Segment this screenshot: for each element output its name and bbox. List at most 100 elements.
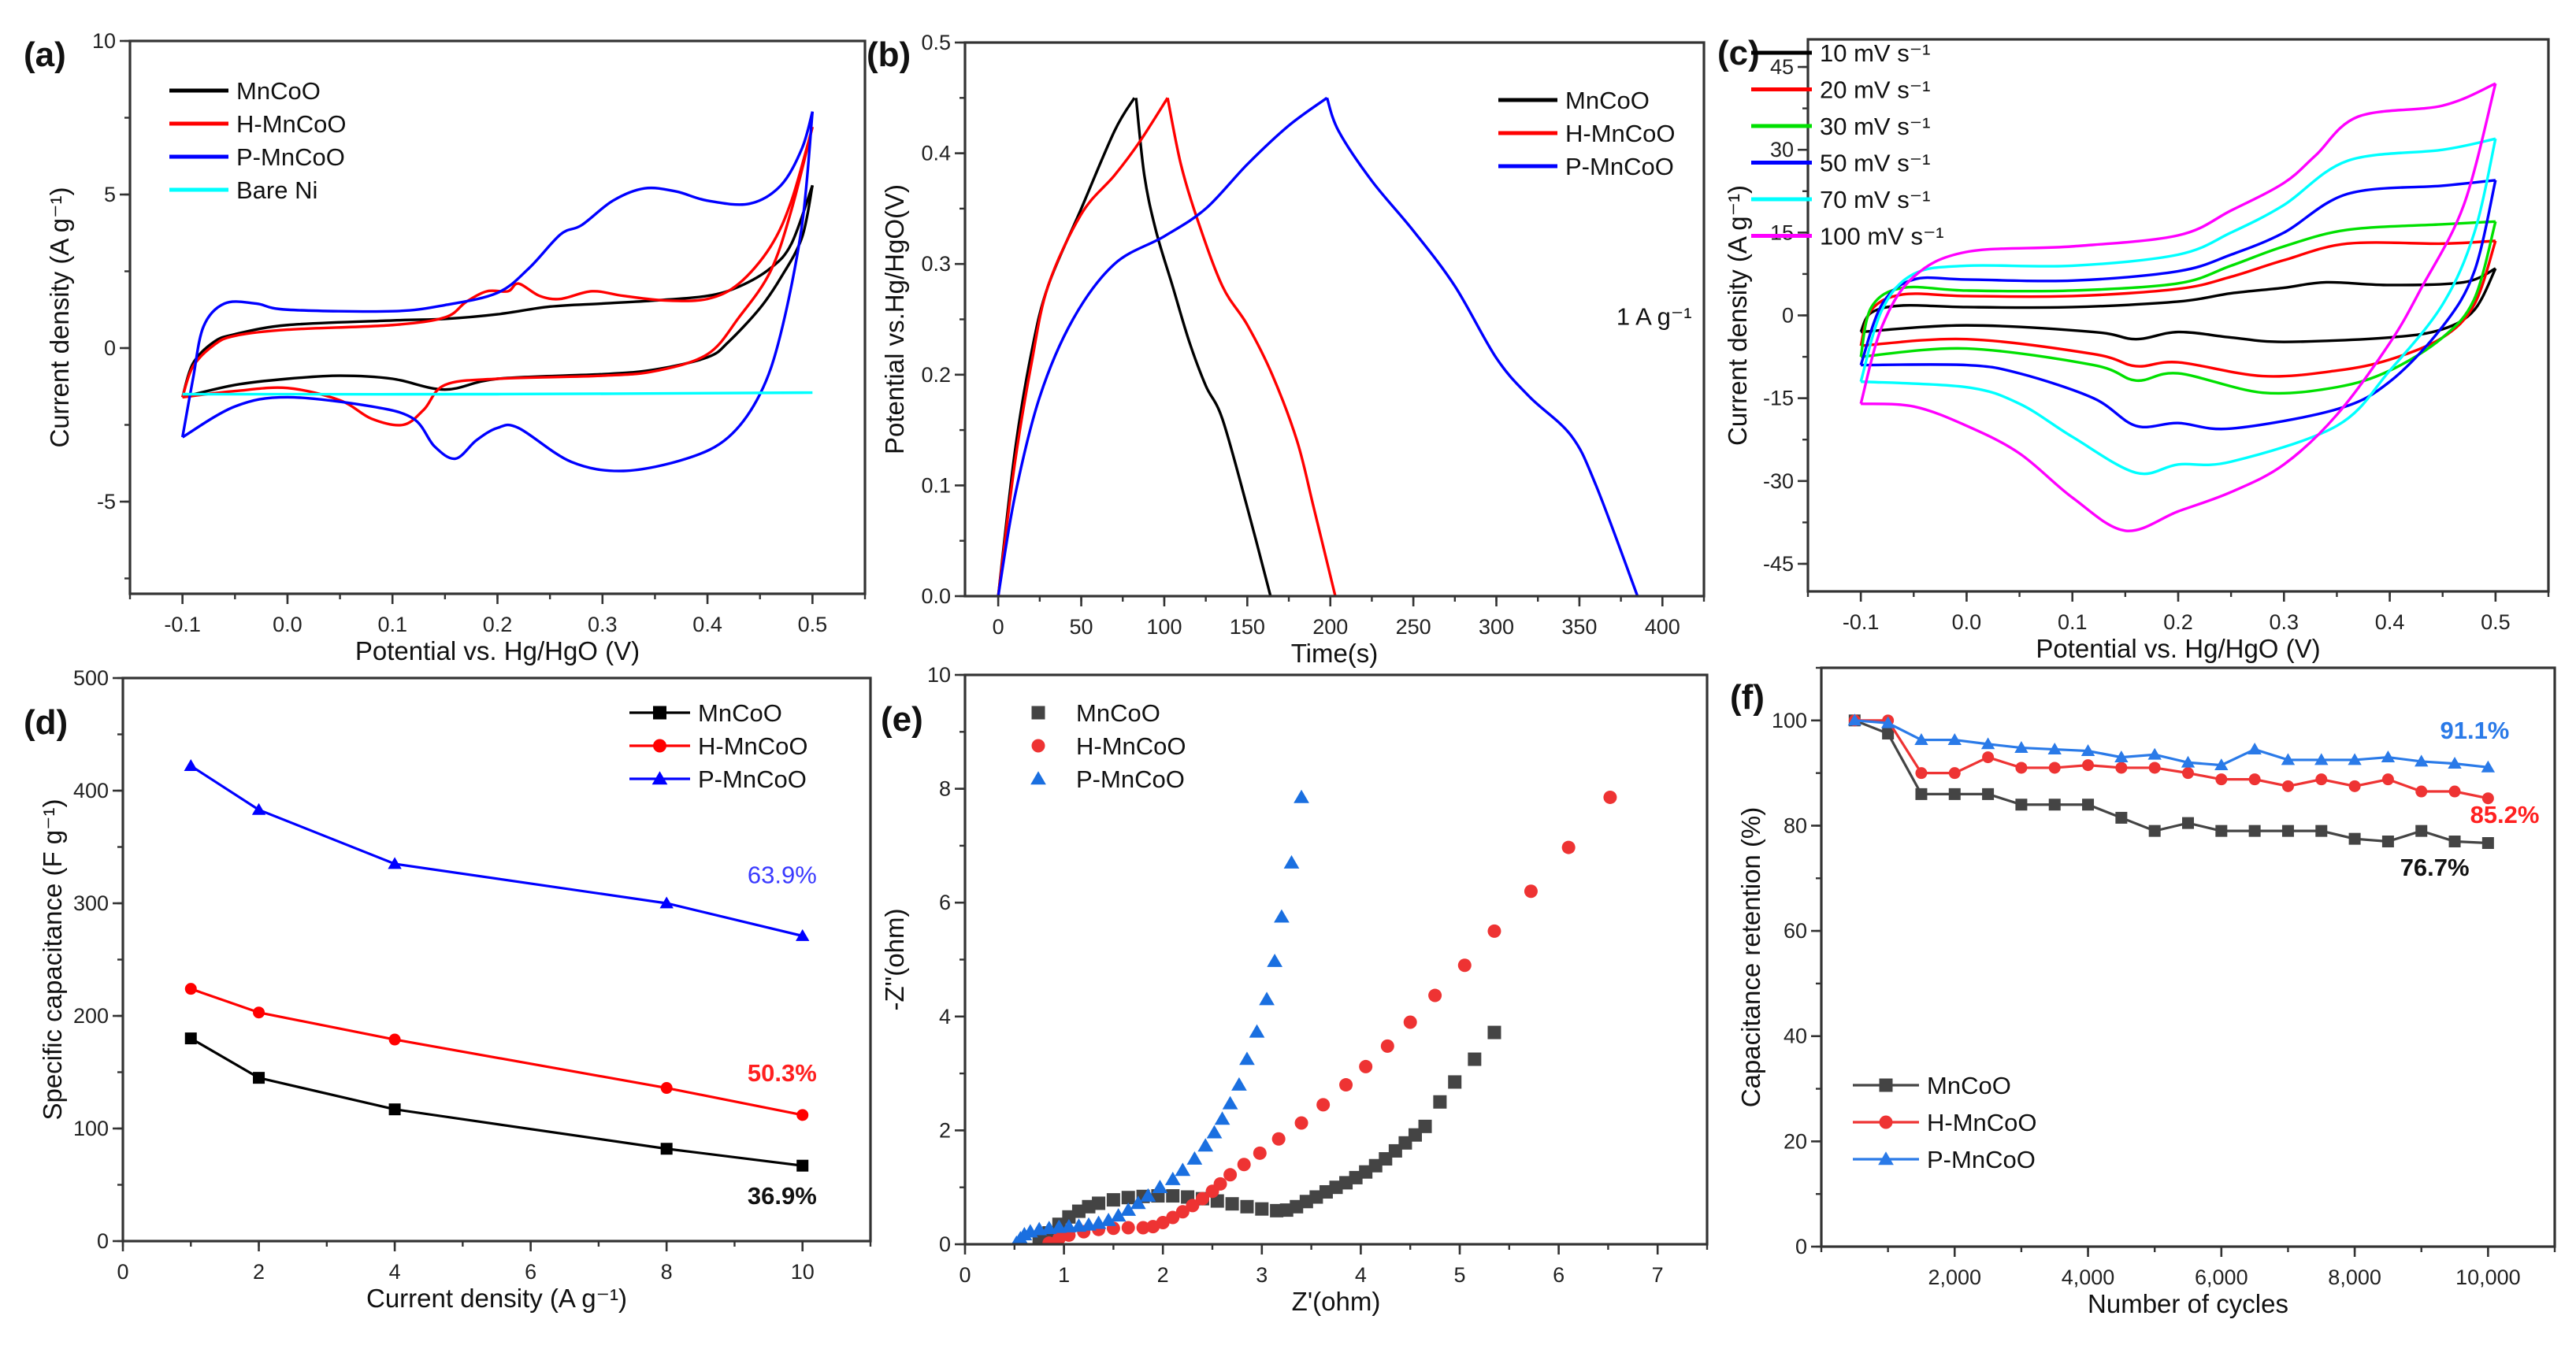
- y-tick-label: 200: [73, 1004, 109, 1028]
- data-point: [1175, 1162, 1191, 1177]
- y-tick-label: 10: [92, 29, 116, 53]
- legend-item: 10 mV s⁻¹: [1751, 39, 1930, 67]
- x-tick-label: 0.1: [377, 613, 407, 636]
- axis-ticks: 0 50 100 150 200 250 300 350 400 0.0 0.1 0.2 0.3 0.4 0…: [921, 31, 1706, 639]
- data-point: [2481, 760, 2496, 773]
- legend-marker: [1878, 1151, 1894, 1166]
- legend-item: H-MnCoO: [1498, 120, 1676, 147]
- x-tick-label: 0.4: [2375, 610, 2405, 634]
- data-point: [2281, 780, 2294, 792]
- legend-label: P-MnCoO: [698, 765, 807, 793]
- x-tick-label: 4: [389, 1260, 401, 1284]
- data-point: [1882, 728, 1895, 740]
- data-point: [1982, 788, 1995, 800]
- x-tick-label: 0.1: [2058, 610, 2088, 634]
- annotation: 1 A g⁻¹: [1616, 303, 1692, 331]
- x-tick-label: -0.1: [164, 613, 201, 636]
- data-point: [2147, 747, 2162, 760]
- series-p-mncoo: [184, 758, 810, 941]
- x-tick-label: 8: [661, 1260, 673, 1284]
- series-line: [1859, 239, 2496, 347]
- series-mncoo: [184, 1032, 809, 1172]
- data-point: [1152, 1180, 1168, 1193]
- series-line: [190, 988, 804, 1117]
- y-tick-label: 0.5: [921, 31, 951, 54]
- legend-label: H-MnCoO: [1076, 732, 1186, 760]
- data-point: [2115, 762, 2128, 774]
- y-axis-label: Specific capacitance (F g⁻¹): [38, 799, 67, 1120]
- y-tick-label: 8: [939, 777, 951, 801]
- data-point: [2415, 754, 2429, 767]
- legend-item: P-MnCoO: [1498, 153, 1674, 180]
- x-tick-label: 6,000: [2195, 1266, 2248, 1289]
- x-tick-label: 300: [1479, 615, 1514, 639]
- plot-area: [184, 758, 810, 1172]
- annotation: 63.9%: [748, 861, 817, 888]
- data-point: [2114, 750, 2129, 763]
- data-point: [2281, 753, 2296, 765]
- legend-label: P-MnCoO: [1565, 153, 1674, 180]
- data-point: [2481, 837, 2494, 850]
- series-line: [1861, 240, 2497, 378]
- panel-label: (a): [24, 35, 66, 74]
- chart-panel-f: 2,000 4,000 6,000 8,000 10,000 0 20 40 60 80 100 Nu…: [1730, 666, 2556, 1318]
- x-tick-label: 250: [1396, 615, 1431, 639]
- data-point: [1267, 953, 1282, 967]
- data-point: [2248, 773, 2261, 786]
- series-line: [181, 111, 815, 473]
- data-point: [1403, 1015, 1417, 1029]
- data-point: [251, 802, 266, 815]
- data-point: [1206, 1125, 1223, 1139]
- data-point: [1223, 1168, 1238, 1182]
- data-point: [2182, 767, 2194, 780]
- plot-area: [1847, 713, 2496, 850]
- y-tick-label: 0: [939, 1232, 951, 1256]
- data-point: [388, 1103, 401, 1116]
- legend-item: P-MnCoO: [1853, 1146, 2036, 1173]
- series-p-mncoo: [997, 96, 1639, 596]
- series-line: [180, 111, 814, 438]
- legend-label: H-MnCoO: [698, 732, 808, 760]
- y-tick-label: 100: [1772, 709, 1807, 732]
- legend-marker: [653, 706, 666, 720]
- x-tick-label: 5: [1453, 1263, 1465, 1287]
- data-point: [1156, 1216, 1170, 1230]
- series-20-mv-s-: [1859, 239, 2497, 378]
- data-point: [2148, 762, 2161, 774]
- y-tick-label: -30: [1763, 469, 1794, 493]
- panel-label: (d): [24, 703, 68, 742]
- data-point: [1164, 1171, 1181, 1185]
- series-h-mncoo: [997, 97, 1337, 596]
- data-point: [1092, 1196, 1106, 1210]
- x-tick-label: 200: [1312, 615, 1348, 639]
- legend-label: 30 mV s⁻¹: [1820, 113, 1930, 140]
- data-point: [2348, 832, 2361, 845]
- data-point: [1140, 1188, 1156, 1202]
- legend-item: H-MnCoO: [1853, 1109, 2037, 1136]
- data-point: [2015, 799, 2028, 811]
- y-axis-label: Potential vs.Hg/HgO(V): [880, 184, 909, 454]
- data-point: [1271, 1132, 1286, 1146]
- data-point: [2014, 741, 2029, 753]
- data-point: [2082, 799, 2095, 811]
- data-point: [1359, 1059, 1373, 1073]
- y-tick-label: 100: [73, 1117, 109, 1140]
- data-point: [1110, 1208, 1127, 1222]
- x-tick-label: 10,000: [2455, 1266, 2521, 1289]
- series-line: [1861, 221, 2497, 395]
- x-axis-label: Z'(ohm): [1292, 1287, 1381, 1316]
- series-line: [181, 126, 814, 398]
- legend-marker: [1031, 706, 1045, 720]
- annotation: 85.2%: [2470, 801, 2540, 828]
- legend-label: MnCoO: [1076, 699, 1160, 727]
- x-tick-label: 0.5: [2481, 610, 2511, 634]
- series-line: [997, 97, 1169, 596]
- legend-label: H-MnCoO: [236, 110, 347, 138]
- data-point: [1130, 1195, 1146, 1210]
- series-100-mv-s-: [1859, 82, 2497, 532]
- series-p-mncoo: [1011, 789, 1309, 1244]
- series-mncoo: [997, 97, 1272, 596]
- panel-label: (e): [881, 700, 923, 739]
- data-point: [2215, 773, 2228, 786]
